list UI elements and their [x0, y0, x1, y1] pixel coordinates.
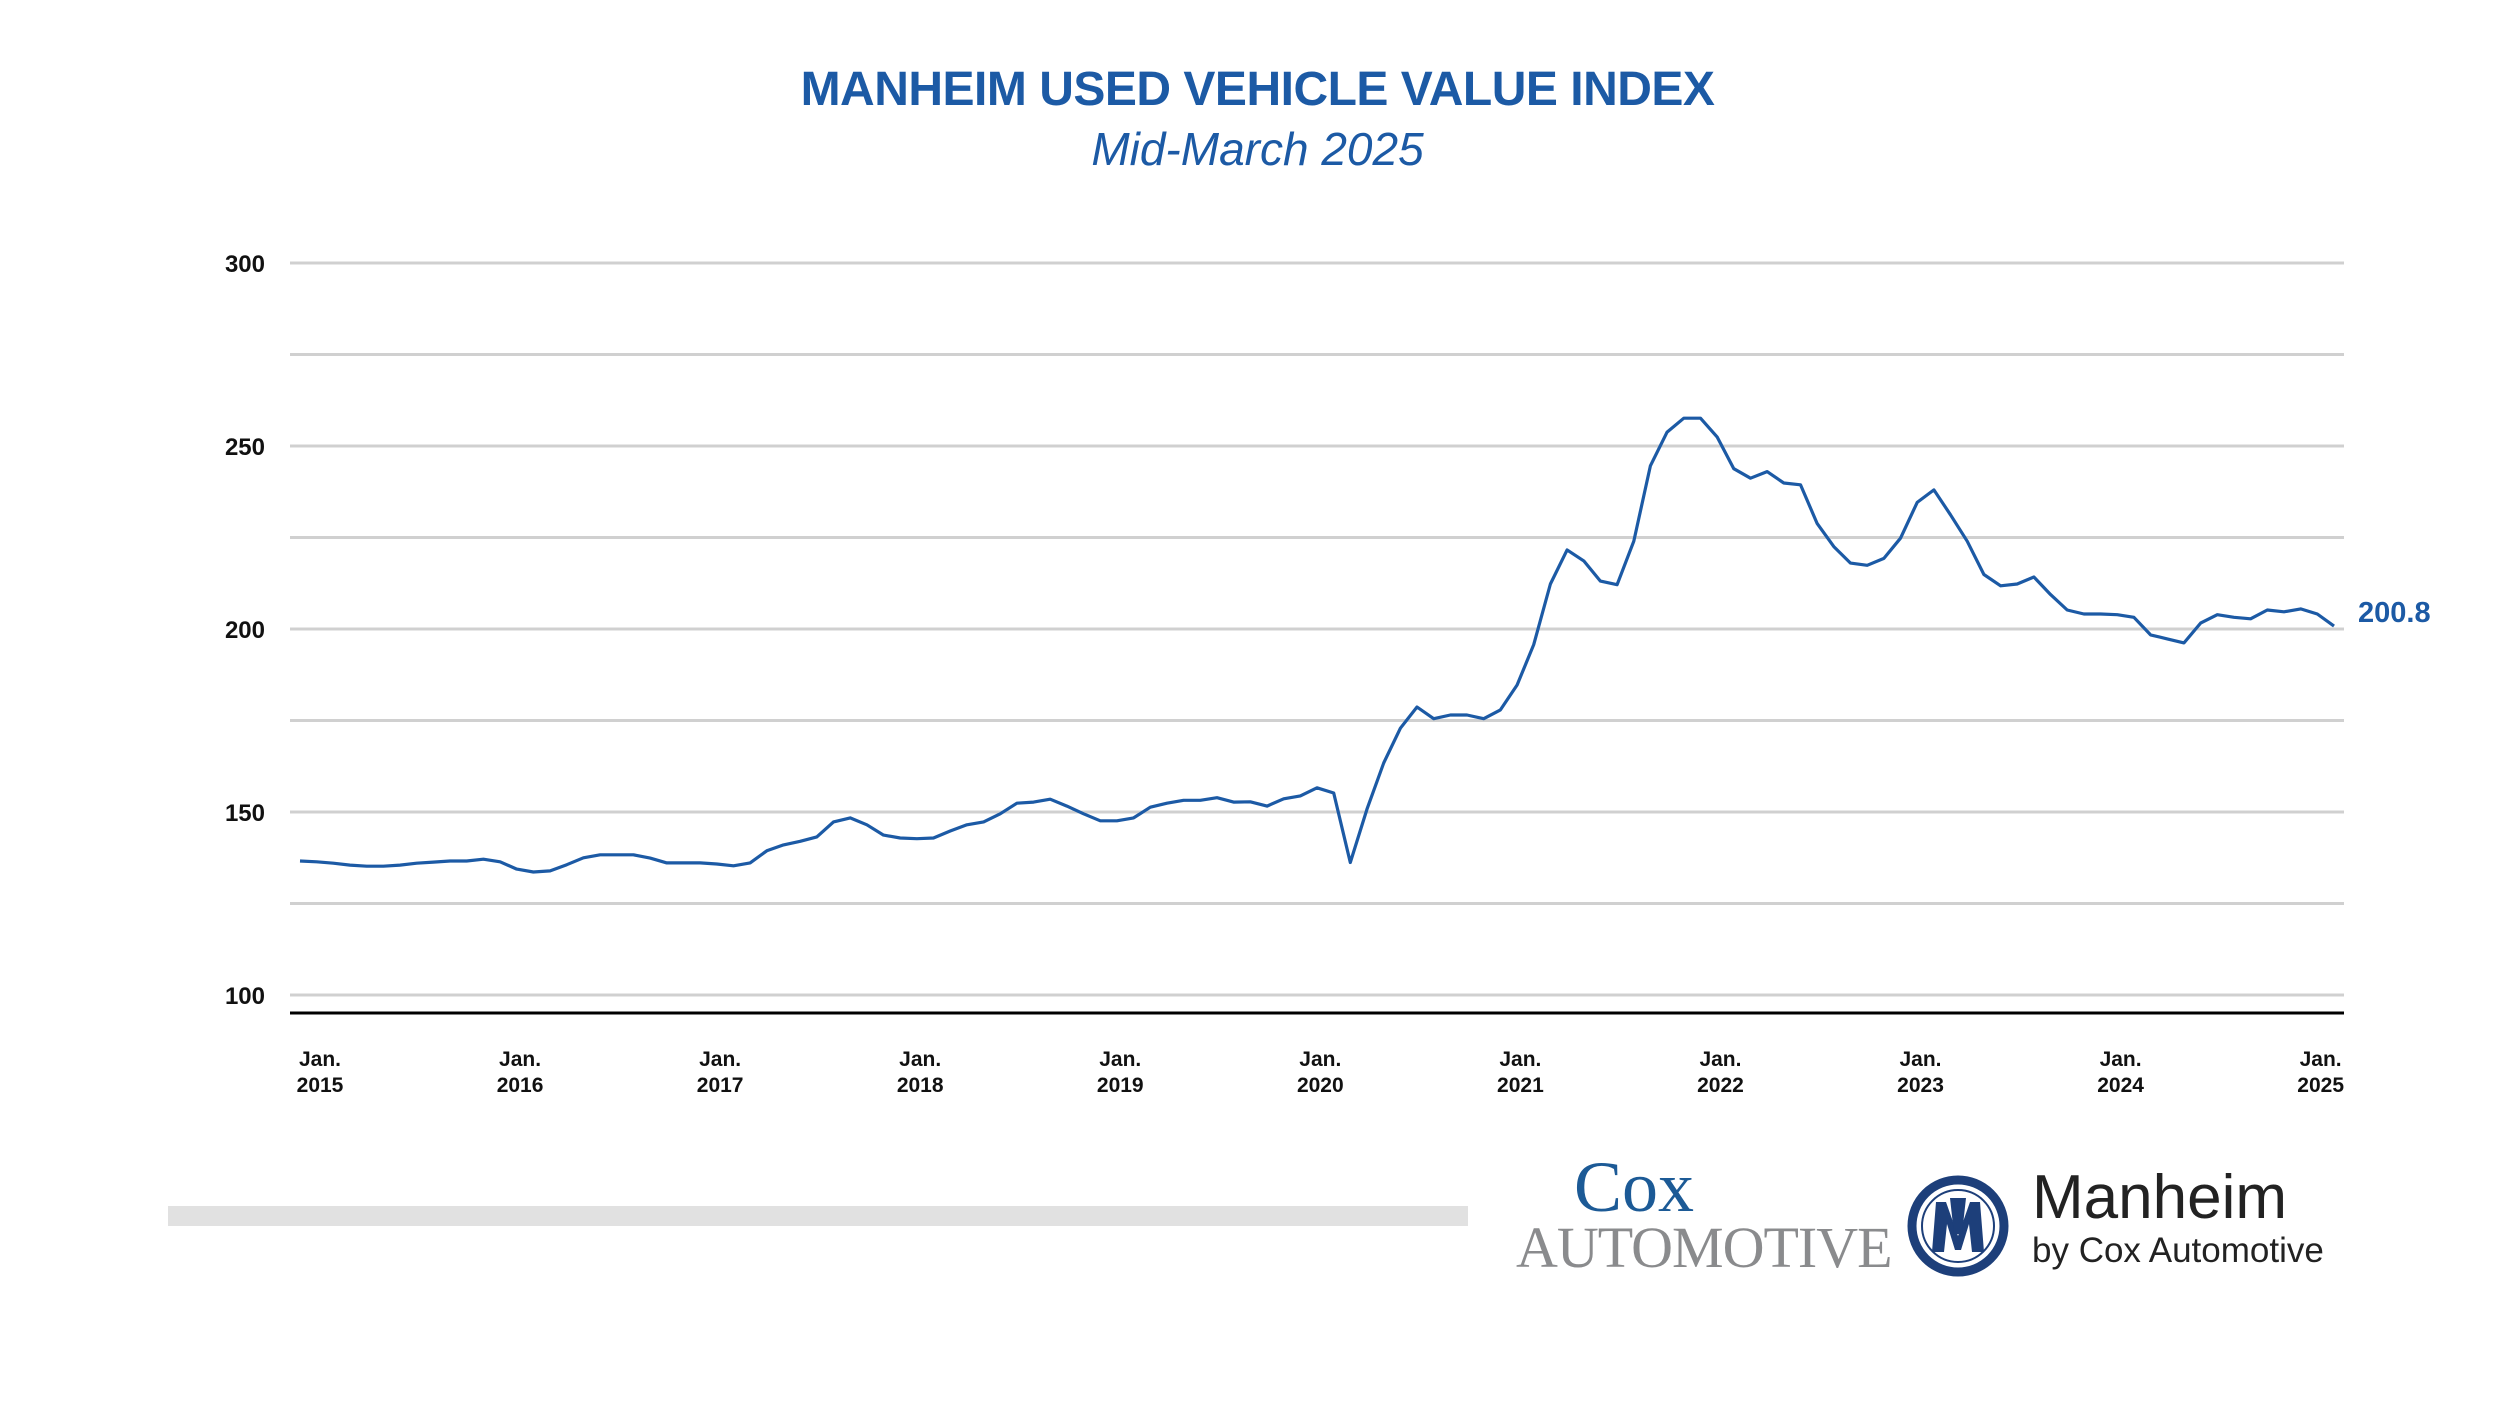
x-tick-label: Jan. 2017: [697, 1048, 744, 1097]
x-tick-line1: Jan.: [1499, 1048, 1541, 1071]
x-tick-line1: Jan.: [699, 1048, 741, 1071]
x-tick-label: Jan. 2016: [497, 1048, 544, 1097]
x-tick-line2: 2023: [1897, 1074, 1944, 1097]
x-tick-line2: 2016: [497, 1074, 544, 1097]
x-tick-label: Jan. 2021: [1497, 1048, 1544, 1097]
x-tick-label: Jan. 2018: [897, 1048, 944, 1097]
x-tick-line1: Jan.: [2300, 1048, 2342, 1071]
x-tick-label: Jan. 2024: [2097, 1048, 2144, 1097]
x-tick-line2: 2025: [2297, 1074, 2344, 1097]
x-tick-label: Jan. 2015: [297, 1048, 344, 1097]
y-tick-label: 200: [225, 617, 265, 644]
manheim-name: Manheim: [2032, 1163, 2287, 1232]
x-axis-labels: Jan. 2015 Jan. 2016 Jan. 2017 Jan. 2018 Jan. 2019…: [297, 1048, 2345, 1097]
y-tick-label: 150: [225, 800, 265, 827]
y-tick-label: 300: [225, 251, 265, 278]
y-tick-label: 250: [225, 434, 265, 461]
gridlines: [290, 261, 2344, 997]
series-line: [299, 416, 2335, 874]
x-tick-label: Jan. 2023: [1897, 1048, 1944, 1097]
cox-logo-line1: Cox: [1574, 1147, 1695, 1227]
x-tick-line1: Jan.: [1699, 1048, 1741, 1071]
x-tick-line1: Jan.: [2100, 1048, 2142, 1071]
x-tick-line1: Jan.: [1299, 1048, 1341, 1071]
x-tick-line2: 2018: [897, 1074, 944, 1097]
x-tick-label: Jan. 2025: [2297, 1048, 2344, 1097]
x-tick-label: Jan. 2022: [1697, 1048, 1744, 1097]
x-tick-line1: Jan.: [1900, 1048, 1942, 1071]
chart-subtitle: Mid-March 2025: [1091, 123, 1424, 175]
manheim-tagline: by Cox Automotive: [2032, 1231, 2324, 1270]
x-tick-line1: Jan.: [499, 1048, 541, 1071]
x-tick-line1: Jan.: [299, 1048, 341, 1071]
x-tick-line1: Jan.: [1099, 1048, 1141, 1071]
x-tick-line1: Jan.: [899, 1048, 941, 1071]
x-tick-line2: 2021: [1497, 1074, 1544, 1097]
chart-title: MANHEIM USED VEHICLE VALUE INDEX: [800, 63, 1715, 116]
manheim-m-icon: [1907, 1175, 2009, 1277]
cox-automotive-logo: Cox AUTOMOTIVE: [1516, 1147, 1893, 1280]
footer-bar: [168, 1206, 1468, 1226]
x-tick-line2: 2017: [697, 1074, 744, 1097]
cox-logo-line2: AUTOMOTIVE: [1516, 1215, 1893, 1280]
manheim-logo-text: Manheim by Cox Automotive: [2032, 1165, 2324, 1271]
x-tick-line2: 2019: [1097, 1074, 1144, 1097]
x-tick-line2: 2020: [1297, 1074, 1344, 1097]
x-tick-line2: 2015: [297, 1074, 344, 1097]
x-tick-line2: 2022: [1697, 1074, 1744, 1097]
x-tick-line2: 2024: [2097, 1074, 2144, 1097]
y-axis-labels: 100 150 200 250 300: [225, 251, 265, 1010]
x-tick-label: Jan. 2020: [1297, 1048, 1344, 1097]
last-value-label: 200.8: [2358, 597, 2431, 629]
y-tick-label: 100: [225, 983, 265, 1010]
x-tick-label: Jan. 2019: [1097, 1048, 1144, 1097]
